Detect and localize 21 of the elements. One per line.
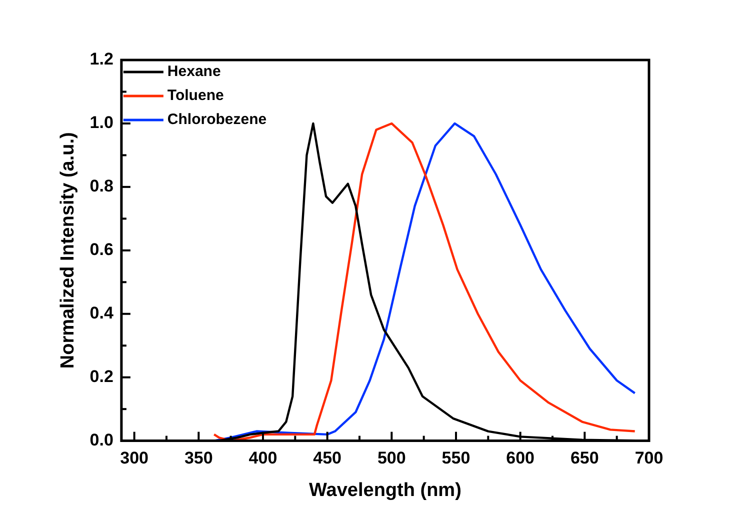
legend-label: Hexane bbox=[167, 63, 221, 80]
y-tick-label: 0.8 bbox=[90, 176, 114, 196]
legend-label: Toluene bbox=[167, 87, 224, 104]
x-tick-label: 500 bbox=[377, 448, 406, 468]
x-tick-label: 700 bbox=[634, 448, 664, 468]
y-axis-title: Normalized Intensity (a.u.) bbox=[58, 132, 79, 369]
y-tick-label: 1.0 bbox=[90, 113, 114, 132]
x-tick-label: 450 bbox=[313, 448, 342, 468]
y-tick-label: 0.4 bbox=[90, 304, 114, 323]
x-tick-label: 300 bbox=[120, 448, 148, 468]
y-tick-label: 0.0 bbox=[90, 430, 114, 450]
legend-label: Chlorobezene bbox=[167, 111, 267, 128]
x-tick-label: 600 bbox=[506, 448, 535, 468]
y-tick-label: 0.2 bbox=[90, 367, 114, 386]
y-tick-label: 0.6 bbox=[90, 240, 114, 260]
y-tick-label: 1.2 bbox=[90, 50, 114, 69]
x-tick-label: 550 bbox=[442, 448, 470, 468]
x-tick-label: 350 bbox=[184, 448, 213, 468]
x-tick-label: 650 bbox=[570, 448, 599, 468]
x-tick-label: 400 bbox=[248, 448, 278, 468]
x-axis-title: Wavelength (nm) bbox=[309, 480, 462, 501]
